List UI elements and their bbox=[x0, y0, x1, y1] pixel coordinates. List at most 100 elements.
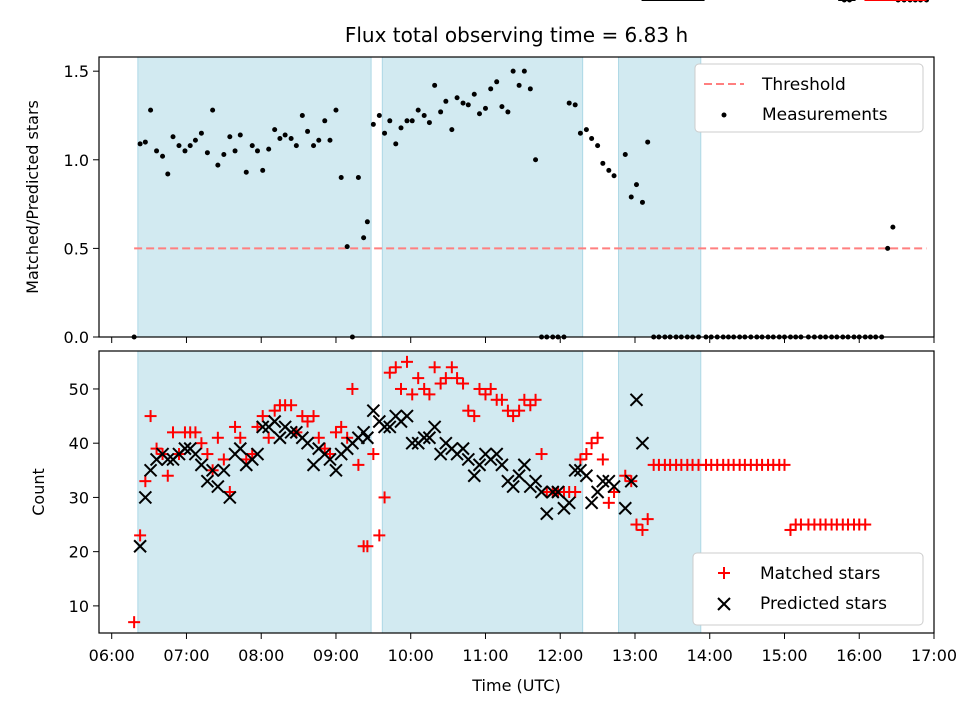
matched-star-point bbox=[389, 361, 402, 374]
matched-star-point bbox=[256, 410, 269, 423]
matched-star-point bbox=[307, 410, 320, 423]
measurement-point bbox=[600, 160, 606, 166]
observing-window-band bbox=[137, 56, 372, 338]
x-tick-label: 08:00 bbox=[238, 646, 284, 665]
measurement-point bbox=[510, 68, 516, 74]
matched-star-point bbox=[602, 496, 615, 509]
predicted-star-point bbox=[161, 452, 175, 467]
matched-star-point bbox=[167, 426, 180, 439]
measurement-point bbox=[187, 143, 193, 149]
measurement-point bbox=[355, 175, 361, 181]
matched-star-point bbox=[585, 437, 598, 450]
predicted-star-point bbox=[256, 420, 270, 434]
matched-star-point bbox=[229, 420, 242, 433]
measurement-point bbox=[404, 118, 410, 124]
matched-star-point bbox=[373, 529, 386, 542]
measurement-point bbox=[176, 143, 182, 149]
matched-star-point bbox=[395, 382, 408, 395]
x-tick-label: 15:00 bbox=[761, 646, 807, 665]
measurement-point bbox=[160, 153, 166, 159]
predicted-star-point bbox=[138, 490, 153, 505]
matched-star-point bbox=[524, 399, 537, 412]
matched-star-point bbox=[412, 372, 425, 385]
predicted-star-point bbox=[427, 420, 442, 434]
observing-window-band bbox=[381, 56, 584, 338]
measurement-point bbox=[432, 82, 438, 88]
measurement-point bbox=[192, 137, 198, 143]
measurement-point bbox=[338, 175, 344, 181]
measurement-point bbox=[885, 245, 891, 251]
predicted-star-point bbox=[596, 474, 610, 488]
x-tick-label: 10:00 bbox=[388, 646, 434, 665]
measurement-point bbox=[566, 100, 572, 106]
matched-star-point bbox=[507, 410, 520, 423]
predicted-star-point bbox=[366, 403, 381, 418]
predicted-star-point bbox=[284, 425, 298, 440]
y-tick-label: 0.0 bbox=[64, 328, 89, 347]
measurement-point bbox=[165, 171, 171, 177]
measurement-point bbox=[533, 157, 539, 163]
measurement-point bbox=[210, 107, 216, 113]
matched-star-point bbox=[636, 523, 649, 536]
x-tick-label: 06:00 bbox=[89, 646, 135, 665]
predicted-star-point bbox=[211, 479, 225, 494]
matched-star-point bbox=[312, 431, 325, 444]
predicted-star-point bbox=[323, 452, 337, 467]
matched-star-point bbox=[367, 448, 380, 461]
observing-window-band bbox=[618, 350, 702, 634]
measurement-point bbox=[890, 224, 896, 230]
top-legend-box bbox=[694, 63, 924, 133]
measurement-point bbox=[460, 100, 466, 106]
bottom-legend: Matched stars Predicted stars bbox=[692, 552, 924, 626]
matched-star-point bbox=[189, 426, 202, 439]
predicted-star-point bbox=[377, 420, 392, 434]
matched-star-point bbox=[285, 399, 298, 412]
y-tick-label: 10 bbox=[69, 597, 89, 616]
measurement-point bbox=[322, 118, 328, 124]
matched-star-point bbox=[439, 372, 452, 385]
measurement-point bbox=[370, 121, 376, 127]
measurement-point bbox=[449, 127, 455, 133]
measurement-point bbox=[387, 118, 393, 124]
predicted-star-point bbox=[562, 496, 576, 510]
predicted-star-point bbox=[546, 485, 560, 499]
predicted-star-point bbox=[383, 420, 397, 434]
y-tick-label: 50 bbox=[69, 380, 89, 399]
matched-star-point bbox=[778, 458, 791, 471]
matched-star-point bbox=[352, 458, 365, 471]
matched-star-point bbox=[513, 404, 526, 417]
observing-window-band bbox=[137, 350, 372, 634]
measurement-point bbox=[633, 182, 639, 188]
matched-star-point bbox=[346, 382, 359, 395]
matched-star-point bbox=[591, 431, 604, 444]
measurement-point bbox=[170, 134, 176, 140]
legend-measurements-label: Measurements bbox=[762, 105, 888, 125]
bottom-observing-windows bbox=[137, 350, 702, 634]
measurement-point bbox=[482, 105, 488, 111]
measurement-point bbox=[254, 148, 260, 154]
matched-star-point bbox=[329, 426, 342, 439]
matched-star-point bbox=[240, 453, 253, 466]
matched-star-point bbox=[784, 523, 797, 536]
matched-star-point bbox=[361, 540, 374, 553]
matched-star-point bbox=[144, 410, 157, 423]
matched-star-point bbox=[468, 410, 481, 423]
matched-star-point bbox=[201, 448, 214, 461]
matched-star-point bbox=[434, 377, 447, 390]
predicted-star-point bbox=[417, 431, 431, 445]
predicted-star-point bbox=[223, 490, 237, 505]
predicted-star-point bbox=[133, 539, 147, 553]
measurement-point bbox=[361, 235, 367, 241]
measurement-point bbox=[465, 102, 471, 108]
matched-star-point bbox=[630, 518, 643, 531]
measurement-point bbox=[611, 173, 617, 179]
top-x-ticks bbox=[111, 337, 935, 343]
predicted-stars-points bbox=[133, 0, 856, 553]
predicted-star-point bbox=[205, 463, 220, 478]
matched-star-point bbox=[161, 469, 174, 482]
matched-star-point bbox=[462, 404, 475, 417]
measurement-point bbox=[266, 146, 272, 152]
y-tick-label: 20 bbox=[69, 543, 89, 562]
matched-star-point bbox=[418, 382, 431, 395]
measurement-point bbox=[288, 136, 294, 142]
